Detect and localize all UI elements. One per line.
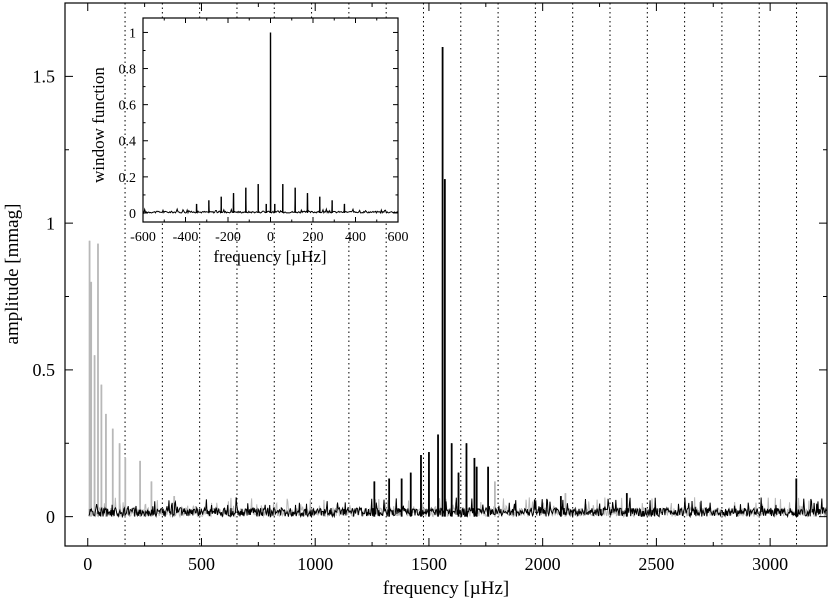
- y-tick-label-3: 1.5: [33, 67, 56, 87]
- y-tick-label-3: 0.6: [119, 99, 137, 114]
- x-tick-label-4: 2000: [525, 554, 561, 574]
- inset-chart: -600 -400 -200 0 200 400 600 0 0.2 0.4 0.6 0.8 1 fre…: [89, 17, 409, 266]
- y-tick-label-4: 0.8: [119, 62, 137, 77]
- y-tick-label-2: 0.4: [119, 135, 137, 150]
- x-tick-label-4: 200: [303, 230, 324, 245]
- main-y-axis-label: amplitude [mmag]: [2, 204, 23, 345]
- x-tick-label-2: 1000: [297, 554, 333, 574]
- x-tick-label-5: 400: [345, 230, 366, 245]
- inset-series: [142, 32, 399, 215]
- main-x-axis-label: frequency [µHz]: [383, 578, 509, 599]
- x-tick-label-5: 2500: [638, 554, 674, 574]
- x-tick-label-0: 0: [83, 554, 92, 574]
- main-plot-frame: [64, 2, 828, 547]
- x-tick-label-2: -200: [215, 230, 241, 245]
- inset-y-axis-label: window function: [89, 67, 108, 183]
- main-series: [88, 47, 827, 519]
- y-tick-label-2: 1: [46, 213, 55, 233]
- y-tick-label-0: 0: [129, 207, 136, 222]
- inset-x-axis-label: frequency [µHz]: [213, 247, 326, 266]
- x-tick-label-1: -400: [173, 230, 199, 245]
- x-tick-label-6: 600: [388, 230, 409, 245]
- y-tick-label-5: 1: [129, 26, 136, 41]
- x-tick-label-1: 500: [188, 554, 215, 574]
- inset-axes: -600 -400 -200 0 200 400 600 0 0.2 0.4 0.6 0.8 1: [119, 18, 409, 245]
- x-tick-label-3: 0: [267, 230, 274, 245]
- y-tick-label-0: 0: [46, 507, 55, 527]
- y-tick-label-1: 0.5: [33, 360, 56, 380]
- x-tick-label-6: 3000: [752, 554, 788, 574]
- y-tick-label-1: 0.2: [119, 171, 137, 186]
- x-tick-label-0: -600: [130, 230, 156, 245]
- series-line-1: [88, 47, 827, 519]
- x-tick-label-3: 1500: [411, 554, 447, 574]
